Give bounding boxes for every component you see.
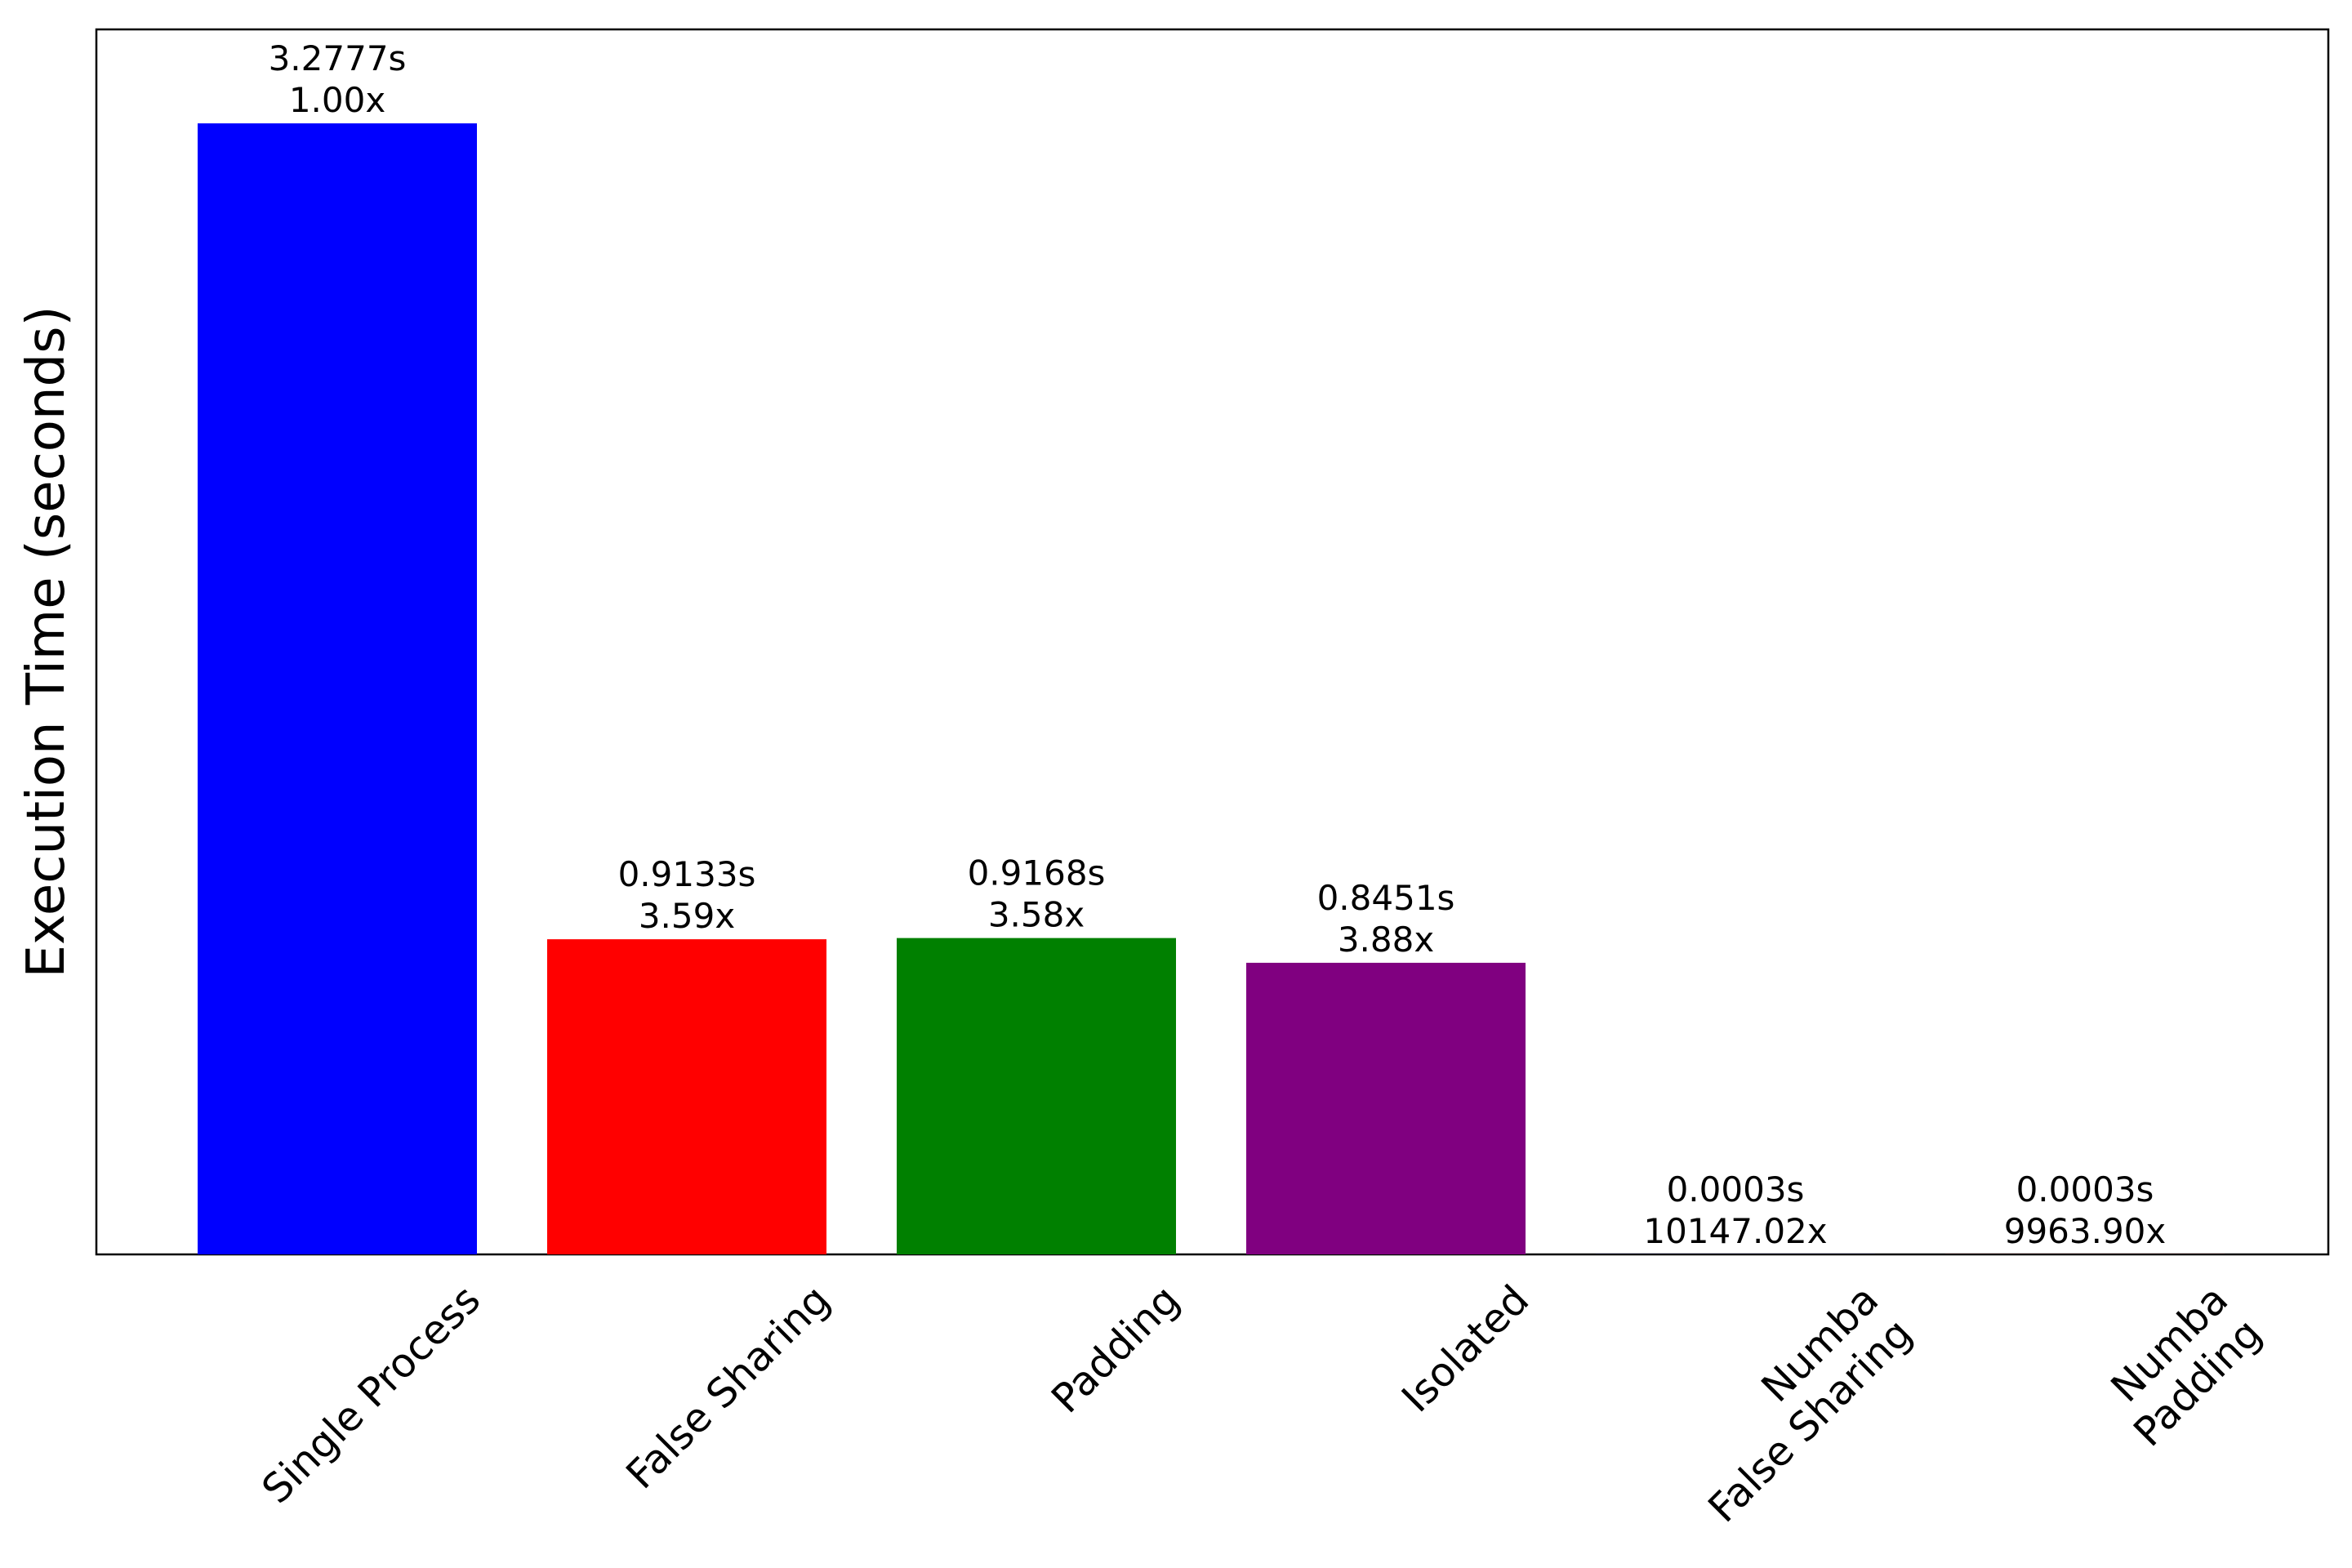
x-tick-group-false-sharing: False Sharing	[617, 1276, 839, 1498]
bar-false-sharing	[547, 939, 826, 1254]
x-tick-label-padding: Padding	[1043, 1276, 1188, 1422]
data-label-numba-padding-time: 0.0003s	[2016, 1169, 2154, 1209]
data-label-isolated-time: 0.8451s	[1317, 878, 1455, 918]
data-label-false-sharing-speedup: 3.59x	[639, 896, 735, 936]
x-tick-label-false-sharing: False Sharing	[617, 1276, 839, 1498]
data-label-single-process-time: 3.2777s	[269, 38, 407, 78]
x-tick-labels-layer: Single Process False Sharing Padding Isolat…	[253, 1276, 2270, 1531]
data-label-numba-padding-speedup: 9963.90x	[2004, 1211, 2167, 1251]
bars-layer	[198, 123, 2225, 1254]
data-label-numba-false-sharing-speedup: 10147.02x	[1643, 1211, 1827, 1251]
data-label-isolated-speedup: 3.88x	[1338, 920, 1434, 960]
bar-isolated	[1246, 962, 1526, 1254]
data-label-false-sharing-time: 0.9133s	[618, 854, 756, 894]
x-tick-group-isolated: Isolated	[1393, 1276, 1539, 1422]
data-label-padding-speedup: 3.58x	[988, 895, 1085, 935]
data-label-numba-false-sharing-time: 0.0003s	[1667, 1169, 1805, 1209]
data-label-padding-time: 0.9168s	[968, 853, 1106, 893]
bar-single-process	[198, 123, 477, 1254]
x-tick-label-isolated: Isolated	[1393, 1276, 1539, 1422]
x-tick-group-padding: Padding	[1043, 1276, 1188, 1422]
y-axis-title: Execution Time (seconds)	[16, 306, 77, 978]
x-tick-group-single-process: Single Process	[253, 1276, 489, 1512]
bar-padding	[897, 938, 1176, 1254]
data-label-single-process-speedup: 1.00x	[289, 80, 385, 120]
x-tick-label-single-process: Single Process	[253, 1276, 489, 1512]
